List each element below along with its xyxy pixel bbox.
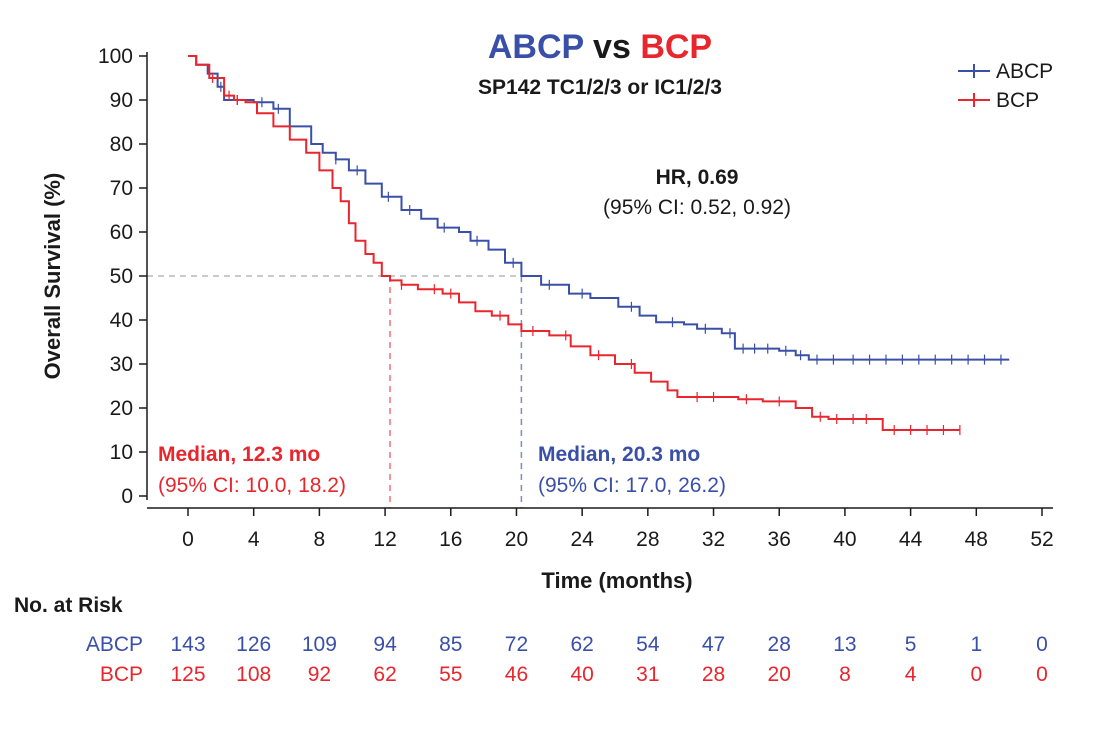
risk-value-bcp: 0 xyxy=(1036,663,1048,686)
hazard-ratio-ci: (95% CI: 0.52, 0.92) xyxy=(603,196,791,219)
risk-value-abcp: 0 xyxy=(1036,633,1048,656)
chart-title: ABCP vs BCP xyxy=(488,28,712,66)
y-axis-title: Overall Survival (%) xyxy=(40,173,65,380)
risk-value-bcp: 28 xyxy=(702,663,725,686)
risk-value-bcp: 108 xyxy=(236,663,271,686)
risk-value-bcp: 20 xyxy=(768,663,791,686)
y-tick-label: 40 xyxy=(110,309,133,332)
risk-value-bcp: 55 xyxy=(439,663,462,686)
median-abcp-label: Median, 20.3 mo xyxy=(538,443,700,466)
risk-value-bcp: 0 xyxy=(970,663,982,686)
x-tick-label: 48 xyxy=(965,528,988,551)
risk-row-label-abcp: ABCP xyxy=(86,633,143,656)
x-tick-label: 24 xyxy=(570,528,594,551)
risk-value-abcp: 109 xyxy=(302,633,337,656)
risk-value-abcp: 54 xyxy=(636,633,660,656)
title-bcp: BCP xyxy=(640,28,712,66)
risk-value-bcp: 46 xyxy=(505,663,528,686)
x-tick-label: 4 xyxy=(248,528,260,551)
x-tick-label: 16 xyxy=(439,528,462,551)
curve-bcp xyxy=(188,55,960,431)
risk-value-abcp: 47 xyxy=(702,633,725,656)
x-tick-label: 8 xyxy=(314,528,326,551)
y-tick-label: 90 xyxy=(110,89,133,112)
risk-value-abcp: 62 xyxy=(570,633,593,656)
y-tick-label: 100 xyxy=(98,45,133,68)
legend-abcp-label: ABCP xyxy=(996,60,1053,83)
risk-value-abcp: 5 xyxy=(905,633,917,656)
median-bcp-ci: (95% CI: 10.0, 18.2) xyxy=(158,474,346,497)
x-tick-label: 28 xyxy=(636,528,659,551)
legend-bcp-label: BCP xyxy=(996,89,1039,112)
risk-value-bcp: 62 xyxy=(373,663,396,686)
chart-subtitle: SP142 TC1/2/3 or IC1/2/3 xyxy=(478,76,722,99)
curve-abcp xyxy=(188,55,1010,361)
median-bcp-label: Median, 12.3 mo xyxy=(158,443,320,466)
title-vs: vs xyxy=(584,28,641,66)
risk-value-abcp: 72 xyxy=(505,633,528,656)
risk-value-abcp: 85 xyxy=(439,633,462,656)
risk-value-bcp: 125 xyxy=(170,663,205,686)
x-tick-label: 44 xyxy=(899,528,923,551)
risk-value-bcp: 4 xyxy=(905,663,917,686)
risk-value-abcp: 143 xyxy=(170,633,205,656)
median-abcp-ci: (95% CI: 17.0, 26.2) xyxy=(538,474,726,497)
risk-value-bcp: 40 xyxy=(570,663,593,686)
risk-value-abcp: 13 xyxy=(833,633,856,656)
risk-value-abcp: 94 xyxy=(373,633,397,656)
y-tick-label: 70 xyxy=(110,177,133,200)
risk-row-label-bcp: BCP xyxy=(100,663,143,686)
x-tick-label: 52 xyxy=(1030,528,1053,551)
risk-table: ABCP 143 126 109 94 85 72 62 54 47 28 13 5 1 0 BCP 125 10… xyxy=(86,633,1048,686)
survival-curves xyxy=(188,55,1010,435)
y-tick-label: 10 xyxy=(110,441,133,464)
title-abcp: ABCP xyxy=(488,28,584,66)
legend: ABCP BCP xyxy=(958,60,1053,112)
y-tick-label: 80 xyxy=(110,133,133,156)
x-tick-label: 32 xyxy=(702,528,725,551)
y-tick-label: 20 xyxy=(110,397,133,420)
x-axis-title: Time (months) xyxy=(541,568,692,593)
y-tick-label: 30 xyxy=(110,353,133,376)
x-tick-label: 40 xyxy=(833,528,856,551)
x-tick-label: 0 xyxy=(182,528,194,551)
risk-value-bcp: 8 xyxy=(839,663,851,686)
y-tick-label: 0 xyxy=(121,485,133,508)
risk-value-bcp: 31 xyxy=(636,663,659,686)
y-tick-label: 60 xyxy=(110,221,133,244)
y-tick-label: 50 xyxy=(110,265,133,288)
risk-value-bcp: 92 xyxy=(308,663,331,686)
risk-table-title: No. at Risk xyxy=(14,594,123,617)
risk-value-abcp: 28 xyxy=(768,633,791,656)
x-tick-label: 20 xyxy=(505,528,528,551)
risk-value-abcp: 1 xyxy=(970,633,982,656)
reference-lines xyxy=(147,275,523,508)
x-tick-label: 36 xyxy=(768,528,791,551)
hazard-ratio-label: HR, 0.69 xyxy=(656,166,739,189)
risk-value-abcp: 126 xyxy=(236,633,271,656)
x-tick-label: 12 xyxy=(373,528,396,551)
